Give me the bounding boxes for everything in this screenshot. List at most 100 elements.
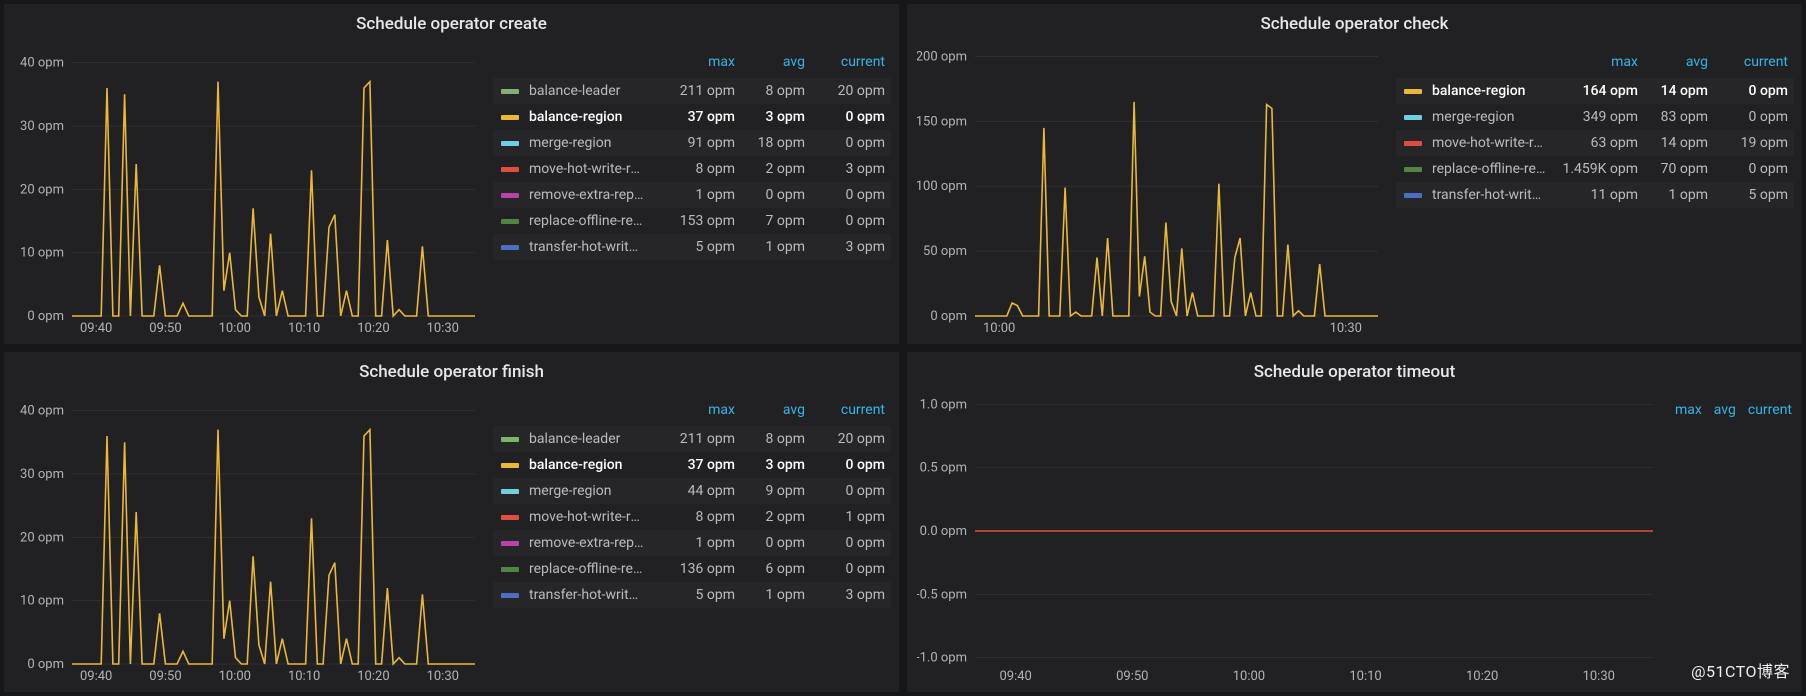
legend-row[interactable]: move-hot-write-region8 opm2 opm1 opm (493, 504, 891, 530)
legend-row[interactable]: remove-extra-replica1 opm0 opm0 opm (493, 530, 891, 556)
chart-area[interactable]: 0 opm10 opm20 opm30 opm40 opm09:4009:501… (14, 44, 481, 338)
legend-row[interactable]: balance-region37 opm3 opm0 opm (493, 104, 891, 130)
legend-max: 91 opm (645, 135, 735, 151)
svg-text:09:50: 09:50 (149, 321, 181, 336)
legend-current: 0 opm (805, 457, 885, 473)
legend-header-max[interactable]: max (645, 54, 735, 70)
legend-header-current[interactable]: current (805, 54, 885, 70)
svg-text:10:10: 10:10 (288, 669, 320, 684)
legend-row[interactable]: merge-region44 opm9 opm0 opm (493, 478, 891, 504)
legend-series-name: move-hot-write-region (529, 509, 645, 525)
legend-area: max avg current balance-leader211 opm8 o… (481, 44, 891, 338)
legend-row[interactable]: move-hot-write-region63 opm14 opm19 opm (1396, 130, 1794, 156)
dashboard-grid: Schedule operator create 0 opm10 opm20 o… (0, 0, 1806, 696)
legend-max: 8 opm (645, 509, 735, 525)
legend-header: max avg current (493, 44, 891, 78)
legend-max: 37 opm (645, 109, 735, 125)
legend-header-max[interactable]: max (1548, 54, 1638, 70)
svg-text:10:00: 10:00 (219, 669, 251, 684)
svg-text:-1.0 opm: -1.0 opm (917, 651, 967, 666)
panel-schedule-operator-timeout[interactable]: Schedule operator timeout -1.0 opm-0.5 o… (907, 352, 1802, 692)
legend-avg: 83 opm (1638, 109, 1708, 125)
legend-header-current[interactable]: current (1708, 54, 1788, 70)
svg-text:30 opm: 30 opm (20, 119, 64, 134)
legend-series-name: balance-region (529, 109, 645, 125)
svg-text:10:10: 10:10 (288, 321, 320, 336)
legend-row[interactable]: replace-offline-replica153 opm7 opm0 opm (493, 208, 891, 234)
legend-swatch (501, 141, 519, 146)
legend-header-avg[interactable]: avg (1638, 54, 1708, 70)
panel-schedule-operator-check[interactable]: Schedule operator check 0 opm50 opm100 o… (907, 4, 1802, 344)
legend-header: max avg current (1396, 44, 1794, 78)
legend-series-name: remove-extra-replica (529, 187, 645, 203)
legend-current: 0 opm (805, 561, 885, 577)
legend-max: 63 opm (1548, 135, 1638, 151)
panel-body: 0 opm50 opm100 opm150 opm200 opm10:0010:… (907, 38, 1802, 344)
legend-max: 136 opm (645, 561, 735, 577)
svg-text:10:00: 10:00 (1233, 669, 1265, 684)
svg-text:200 opm: 200 opm (917, 49, 967, 64)
legend-header-avg[interactable]: avg (735, 54, 805, 70)
legend-row[interactable]: balance-region164 opm14 opm0 opm (1396, 78, 1794, 104)
legend-row[interactable]: transfer-hot-write-leader11 opm1 opm5 op… (1396, 182, 1794, 208)
legend-header-current[interactable]: current (805, 402, 885, 418)
legend-row[interactable]: balance-leader211 opm8 opm20 opm (493, 426, 891, 452)
legend-swatch (501, 463, 519, 468)
legend-current: 0 opm (805, 135, 885, 151)
legend-swatch (501, 489, 519, 494)
legend-header-max[interactable]: max (1663, 402, 1702, 418)
legend-swatch (501, 245, 519, 250)
svg-text:0 opm: 0 opm (27, 309, 64, 324)
legend-max: 164 opm (1548, 83, 1638, 99)
panel-body: 0 opm10 opm20 opm30 opm40 opm09:4009:501… (4, 38, 899, 344)
legend-series-name: move-hot-write-region (1432, 135, 1548, 151)
legend-header-avg[interactable]: avg (1702, 402, 1736, 418)
legend-row[interactable]: transfer-hot-write-leader5 opm1 opm3 opm (493, 234, 891, 260)
chart-area[interactable]: -1.0 opm-0.5 opm0.0 opm0.5 opm1.0 opm09:… (917, 392, 1659, 686)
svg-text:10:00: 10:00 (983, 321, 1015, 336)
legend-current: 19 opm (1708, 135, 1788, 151)
legend-current: 3 opm (805, 161, 885, 177)
legend-header-max[interactable]: max (645, 402, 735, 418)
legend-series-name: move-hot-write-region (529, 161, 645, 177)
legend-row[interactable]: move-hot-write-region8 opm2 opm3 opm (493, 156, 891, 182)
legend-row[interactable]: remove-extra-replica1 opm0 opm0 opm (493, 182, 891, 208)
svg-text:10:20: 10:20 (357, 321, 389, 336)
legend-max: 1 opm (645, 535, 735, 551)
legend-row[interactable]: transfer-hot-write-leader5 opm1 opm3 opm (493, 582, 891, 608)
legend-header-current[interactable]: current (1736, 402, 1792, 418)
legend-series-name: balance-region (1432, 83, 1548, 99)
legend-row[interactable]: merge-region91 opm18 opm0 opm (493, 130, 891, 156)
legend-area: max avg current (1659, 392, 1794, 686)
legend-series-name: balance-leader (529, 431, 645, 447)
legend-series-name: transfer-hot-write-leader (1432, 187, 1548, 203)
legend-row[interactable]: balance-leader211 opm8 opm20 opm (493, 78, 891, 104)
legend-avg: 7 opm (735, 213, 805, 229)
chart-area[interactable]: 0 opm10 opm20 opm30 opm40 opm09:4009:501… (14, 392, 481, 686)
legend-current: 3 opm (805, 587, 885, 603)
legend-header: max avg current (1671, 392, 1794, 426)
legend-current: 0 opm (805, 483, 885, 499)
legend-row[interactable]: balance-region37 opm3 opm0 opm (493, 452, 891, 478)
panel-schedule-operator-finish[interactable]: Schedule operator finish 0 opm10 opm20 o… (4, 352, 899, 692)
watermark-text: @51CTO博客 (1691, 658, 1790, 682)
legend-max: 11 opm (1548, 187, 1638, 203)
panel-schedule-operator-create[interactable]: Schedule operator create 0 opm10 opm20 o… (4, 4, 899, 344)
svg-text:10:00: 10:00 (219, 321, 251, 336)
svg-text:09:40: 09:40 (80, 321, 112, 336)
legend-swatch (501, 437, 519, 442)
svg-text:150 opm: 150 opm (917, 114, 967, 129)
svg-text:09:40: 09:40 (999, 669, 1031, 684)
legend-max: 349 opm (1548, 109, 1638, 125)
svg-text:10:30: 10:30 (1330, 321, 1362, 336)
legend-row[interactable]: replace-offline-replica1.459K opm70 opm0… (1396, 156, 1794, 182)
panel-body: 0 opm10 opm20 opm30 opm40 opm09:4009:501… (4, 386, 899, 692)
chart-area[interactable]: 0 opm50 opm100 opm150 opm200 opm10:0010:… (917, 44, 1384, 338)
legend-avg: 1 opm (1638, 187, 1708, 203)
legend-swatch (501, 89, 519, 94)
legend-current: 0 opm (1708, 161, 1788, 177)
legend-series-name: transfer-hot-write-leader (529, 239, 645, 255)
legend-row[interactable]: merge-region349 opm83 opm0 opm (1396, 104, 1794, 130)
legend-header-avg[interactable]: avg (735, 402, 805, 418)
legend-row[interactable]: replace-offline-replica136 opm6 opm0 opm (493, 556, 891, 582)
